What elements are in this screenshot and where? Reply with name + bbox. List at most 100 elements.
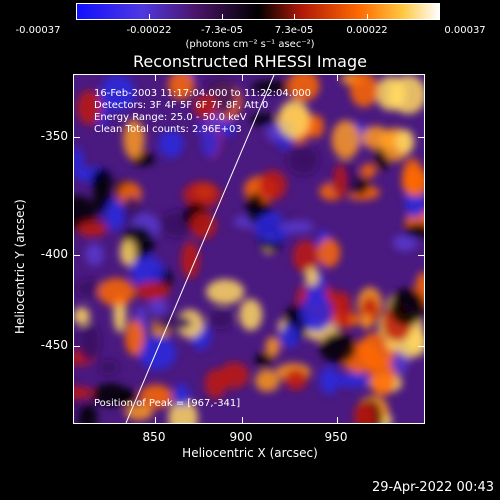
texture-blob [181, 241, 200, 279]
texture-blob [124, 319, 144, 356]
texture-blob [307, 114, 325, 138]
texture-blob [319, 366, 340, 395]
texture-blob [245, 192, 265, 225]
colorbar-tick-label: -0.00022 [126, 25, 172, 36]
texture-blob [219, 362, 250, 389]
info-time-range: 16-Feb-2003 11:17:04.000 to 11:22:04.000 [94, 88, 312, 99]
texture-blob [168, 399, 198, 423]
texture-blob [360, 313, 373, 329]
texture-blob [119, 239, 137, 266]
texture-blob [278, 100, 311, 139]
texture-blob [333, 164, 347, 200]
texture-blob [74, 146, 84, 177]
image-plot: 16-Feb-2003 11:17:04.000 to 11:22:04.000… [73, 74, 425, 424]
texture-blob [387, 82, 403, 107]
texture-blob [190, 211, 217, 239]
texture-blob [75, 278, 105, 298]
texture-blob [139, 384, 173, 409]
x-tick-label: 950 [324, 430, 348, 444]
texture-blob [100, 75, 136, 112]
texture-blob [97, 278, 135, 307]
texture-blob [155, 314, 192, 332]
texture-blob [77, 323, 102, 362]
texture-blob [360, 163, 377, 179]
texture-blob [292, 239, 320, 274]
texture-blob [123, 119, 145, 160]
texture-blob [331, 120, 360, 159]
texture-blob [85, 243, 104, 266]
texture-blob [209, 308, 234, 330]
colorbar [76, 3, 440, 20]
texture-blob [278, 220, 315, 233]
texture-blob [335, 291, 352, 330]
texture-blob [255, 369, 279, 392]
texture-blob [369, 359, 396, 396]
texture-blob [258, 170, 287, 200]
texture-blob [350, 75, 379, 108]
colorbar-unit-label: (photons cm⁻² s⁻¹ asec⁻²) [185, 39, 315, 50]
rhessi-image [74, 75, 424, 423]
y-tick-label: -350 [40, 129, 68, 143]
y-tick-label: -400 [40, 247, 68, 261]
texture-blob [265, 336, 280, 358]
texture-blob [300, 292, 333, 332]
texture-blob [182, 181, 221, 208]
colorbar-tick-label: 0.00037 [444, 25, 486, 36]
texture-blob [158, 130, 184, 158]
texture-blob [123, 196, 141, 210]
info-peak-position: Position of Peak = [967,-341] [94, 398, 241, 409]
texture-blob [284, 368, 308, 391]
texture-blob [389, 288, 424, 326]
x-tick-label: 850 [142, 430, 166, 444]
texture-blob [395, 129, 415, 155]
texture-blob [204, 368, 227, 399]
texture-blob [201, 128, 220, 158]
texture-blob [319, 332, 357, 364]
texture-blob [266, 120, 282, 142]
texture-blob [77, 221, 108, 238]
texture-blob [286, 144, 320, 176]
image-title: Reconstructed RHESSI Image [133, 52, 367, 71]
texture-blob [353, 401, 378, 423]
info-energy-range: Energy Range: 25.0 - 50.0 keV [94, 112, 247, 123]
y-axis-title: Heliocentric Y (arcsec) [13, 199, 27, 334]
texture-blob [401, 167, 424, 197]
texture-blob [334, 373, 370, 388]
texture-blob [98, 359, 120, 376]
texture-blob [93, 383, 129, 407]
info-counts: Clean Total counts: 2.96E+03 [94, 124, 242, 135]
texture-blob [254, 353, 273, 367]
texture-blob [193, 94, 218, 120]
limb-line [125, 75, 275, 423]
texture-blob [205, 279, 245, 305]
texture-blob [392, 234, 418, 252]
colorbar-tick-label: 7.3e-05 [274, 25, 314, 36]
texture-blob [251, 80, 290, 93]
colorbar-tick-label: -7.3e-05 [201, 25, 243, 36]
texture-blob [77, 403, 98, 423]
texture-blob [138, 335, 177, 371]
texture-blob [91, 169, 113, 193]
texture-blob [173, 383, 190, 408]
texture-blob [403, 223, 424, 239]
texture-blob [239, 298, 263, 331]
x-tick-label: 900 [229, 430, 253, 444]
texture-blob [130, 255, 164, 288]
colorbar-tick-label: -0.00037 [15, 25, 61, 36]
texture-blob [74, 386, 94, 400]
texture-blob [148, 298, 168, 315]
texture-blob [134, 281, 170, 301]
texture-blob [105, 200, 125, 231]
texture-blob [287, 75, 320, 102]
texture-blob [250, 113, 277, 126]
info-detectors: Detectors: 3F 4F 5F 6F 7F 8F, Att 0 [94, 100, 269, 111]
texture-blob [317, 238, 341, 268]
x-axis-title: Heliocentric X (arcsec) [182, 446, 318, 460]
texture-blob [74, 307, 90, 326]
texture-blob [168, 75, 195, 100]
texture-blob [361, 126, 391, 150]
texture-blob [76, 90, 103, 125]
footer-date: 29-Apr-2022 00:43 [372, 480, 494, 495]
texture-blob [279, 324, 300, 348]
